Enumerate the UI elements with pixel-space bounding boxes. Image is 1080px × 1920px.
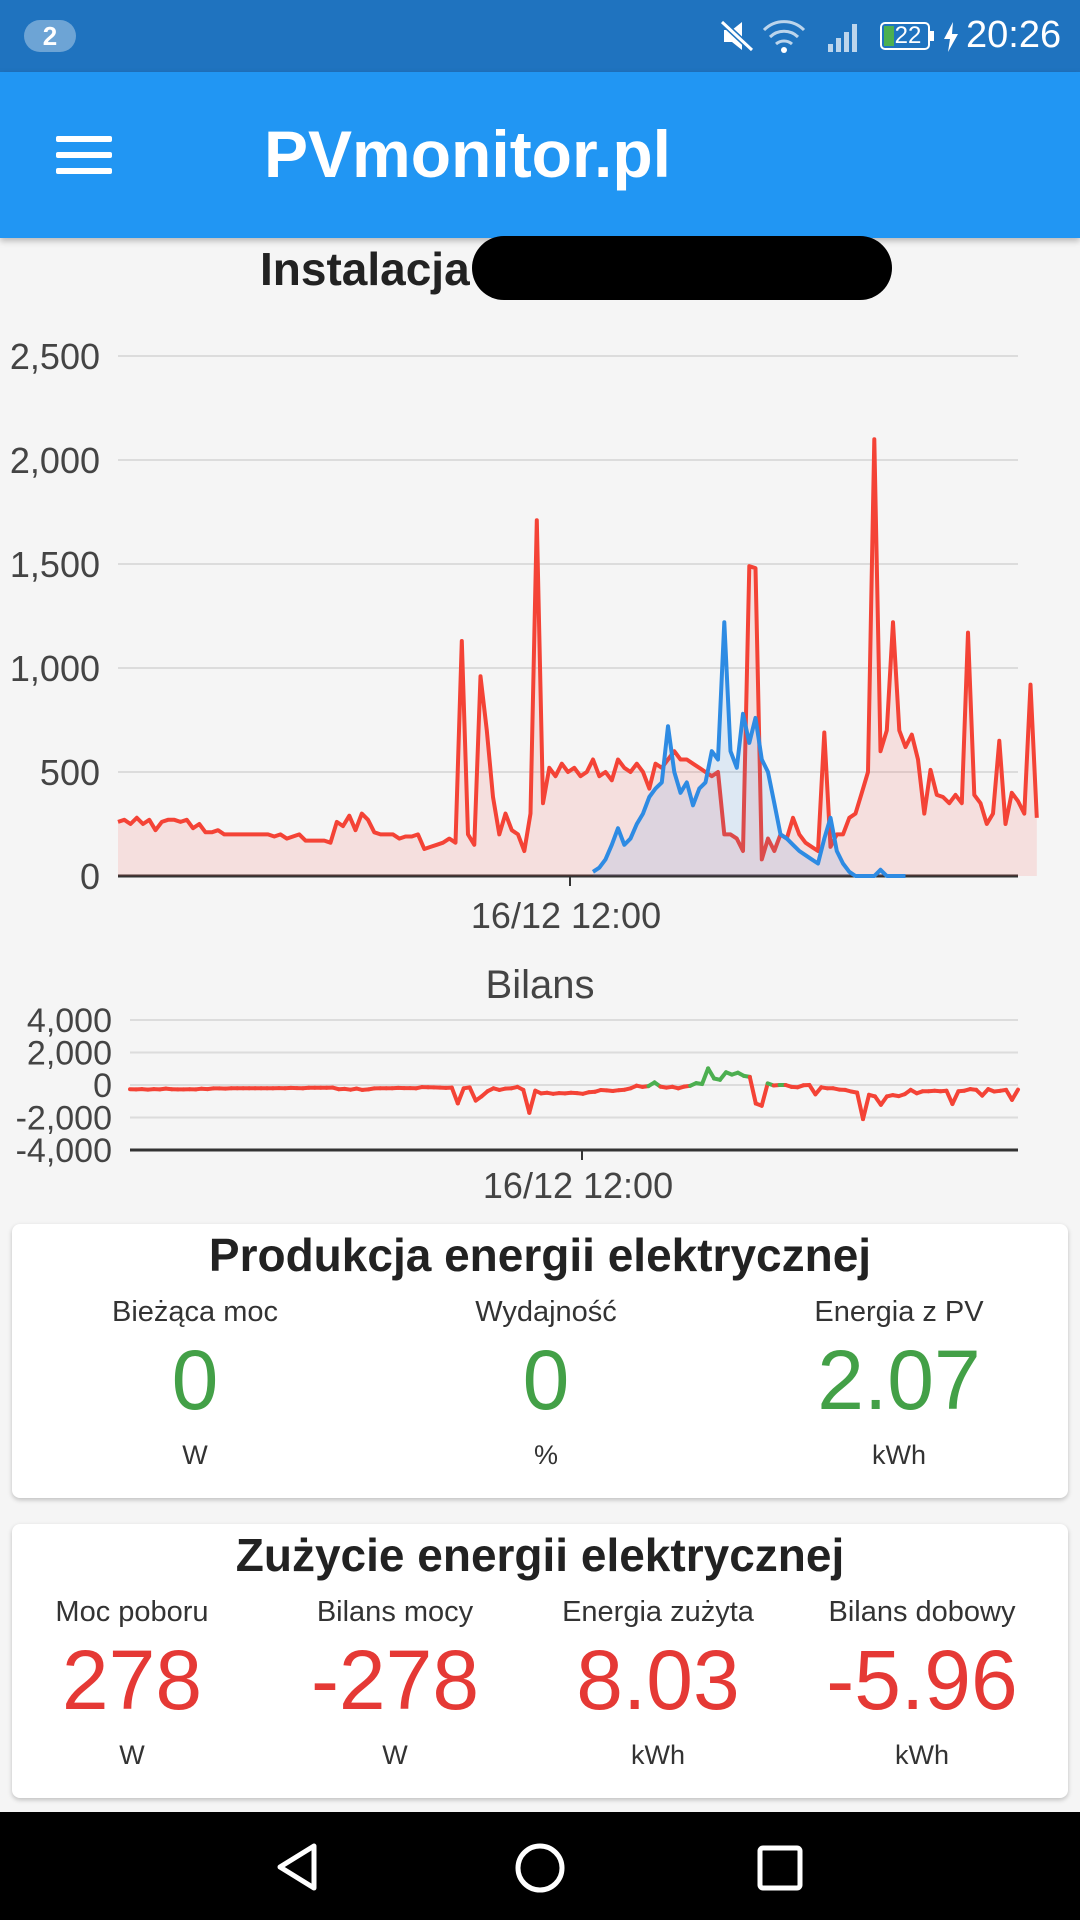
metric-unit: kWh — [631, 1740, 685, 1770]
redacted-installation-name — [472, 236, 892, 300]
hamburger-menu-icon[interactable] — [56, 136, 112, 176]
y-tick-label: 2,000 — [10, 440, 100, 481]
production-card: Produkcja energii elektrycznej Bieżąca m… — [12, 1224, 1068, 1498]
y-tick-label: -2,000 — [16, 1100, 112, 1138]
metric-unit: W — [119, 1740, 145, 1770]
balance-segment — [747, 1074, 758, 1106]
consumption-card: Zużycie energii elektrycznej Moc poboru … — [12, 1524, 1068, 1798]
wifi-icon — [762, 20, 806, 53]
charging-icon — [944, 22, 958, 52]
balance-segment — [855, 1090, 865, 1122]
chart-title: Bilans — [486, 963, 595, 1007]
metric-label: Bieżąca moc — [111, 1296, 278, 1328]
balance-segment — [700, 1066, 711, 1086]
series-line — [591, 620, 906, 878]
daily-balance-metric: Bilans dobowy -5.96 kWh — [792, 1596, 1052, 1771]
metric-label: Moc poboru — [55, 1596, 209, 1628]
balance-segment — [527, 1088, 538, 1115]
battery-icon — [880, 22, 934, 50]
metric-value: 0 — [522, 1333, 570, 1427]
metric-value: 278 — [61, 1633, 203, 1727]
series-area — [118, 439, 1037, 876]
y-tick-label: 2,500 — [10, 336, 100, 377]
metric-unit: % — [533, 1440, 558, 1470]
balance-series — [128, 1066, 1020, 1122]
power-balance-metric: Bilans mocy -278 W — [265, 1596, 525, 1771]
metric-value: 8.03 — [576, 1633, 740, 1727]
y-tick-label: 0 — [93, 1067, 112, 1105]
metric-label: Wydajność — [475, 1296, 617, 1328]
series-line — [117, 437, 1039, 862]
production-card-title: Produkcja energii elektrycznej — [208, 1229, 872, 1281]
energy-consumed-metric: Energia zużyta 8.03 kWh — [528, 1596, 788, 1771]
balance-segment — [759, 1081, 770, 1108]
metric-unit: W — [182, 1440, 208, 1470]
back-icon[interactable] — [274, 1842, 324, 1892]
y-tick-label: -4,000 — [16, 1132, 112, 1170]
y-tick-label: 1,500 — [10, 544, 100, 585]
balance-segment — [861, 1092, 871, 1122]
navigation-bar — [0, 1812, 1080, 1920]
consumption-series — [117, 437, 1039, 876]
clock: 20:26 — [966, 14, 1062, 56]
metric-value: 0 — [171, 1333, 219, 1427]
y-tick-label: 1,000 — [10, 648, 100, 689]
x-tick-label: 16/12 12:00 — [471, 895, 661, 936]
metric-value: 2.07 — [817, 1333, 981, 1427]
metric-label: Energia z PV — [814, 1296, 984, 1328]
metric-label: Bilans dobowy — [828, 1596, 1016, 1628]
metric-unit: kWh — [872, 1440, 926, 1470]
power-draw-metric: Moc poboru 278 W — [2, 1596, 262, 1771]
balance-segment — [467, 1085, 478, 1103]
pv-energy-metric: Energia z PV 2.07 kWh — [769, 1296, 1029, 1471]
metric-unit: kWh — [895, 1740, 949, 1770]
series-area — [593, 622, 906, 876]
metric-label: Energia zużyta — [562, 1596, 754, 1628]
recents-icon[interactable] — [756, 1844, 804, 1892]
power-chart: 0 500 1,000 1,500 2,000 2,500 16/12 12:00 — [10, 336, 1039, 936]
status-bar: 2 22 20:26 — [0, 0, 1080, 72]
notification-count-badge[interactable]: 2 — [24, 20, 76, 52]
x-tick-label: 16/12 12:00 — [483, 1165, 673, 1206]
metric-value: -5.96 — [826, 1633, 1018, 1727]
y-tick-label: 0 — [80, 856, 100, 897]
signal-icon — [828, 24, 857, 52]
y-tick-label: 2,000 — [27, 1035, 112, 1073]
metric-value: -278 — [310, 1633, 480, 1727]
balance-segment — [455, 1086, 466, 1106]
y-tick-label: 500 — [40, 752, 100, 793]
consumption-card-title: Zużycie energii elektrycznej — [235, 1529, 845, 1581]
mute-icon — [719, 19, 755, 53]
app-bar: PVmonitor.pl — [0, 72, 1080, 238]
balance-segment — [950, 1089, 961, 1106]
current-power-metric: Bieżąca moc 0 W — [65, 1296, 325, 1471]
y-tick-label: 4,000 — [27, 1002, 112, 1040]
production-series — [591, 620, 906, 878]
home-icon[interactable] — [514, 1842, 566, 1894]
metric-label: Bilans mocy — [316, 1596, 474, 1628]
battery-level-text: 22 — [894, 22, 922, 49]
balance-segment — [1010, 1087, 1020, 1102]
installation-title: Instalacja — [260, 243, 470, 295]
app-title: PVmonitor.pl — [264, 117, 672, 191]
efficiency-metric: Wydajność 0 % — [416, 1296, 676, 1471]
metric-unit: W — [382, 1740, 408, 1770]
